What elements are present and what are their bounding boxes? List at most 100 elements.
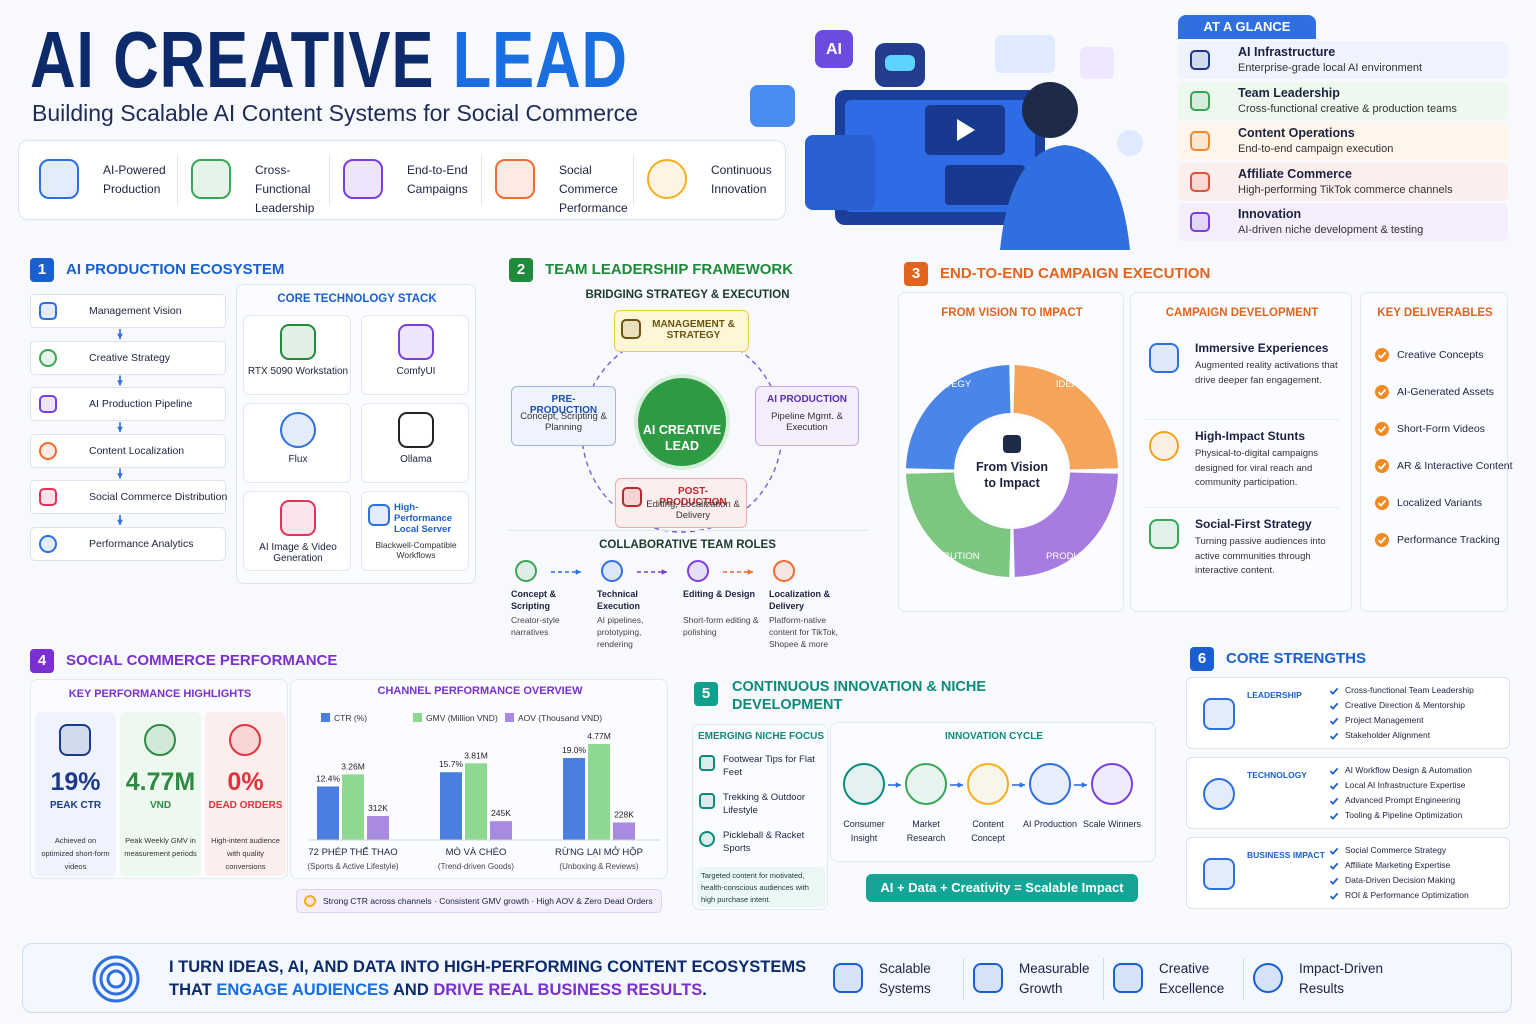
- value-label: 228K: [614, 809, 634, 819]
- step-label: Content Localization: [89, 444, 185, 457]
- section-core-strengths: 6 CORE STRENGTHS LEADERSHIP Cross-functiona…: [1178, 637, 1518, 928]
- section-team-leadership: 2 TEAM LEADERSHIP FRAMEWORK BRIDGING STRAT…: [497, 248, 878, 662]
- check-mark: [1377, 351, 1387, 359]
- side-screen: [805, 135, 875, 210]
- roles-title: COLLABORATIVE TEAM ROLES: [599, 539, 776, 551]
- check-icon: [1375, 459, 1389, 473]
- icon: [39, 348, 57, 367]
- icon: [39, 488, 57, 506]
- section-number: 3: [904, 262, 928, 286]
- cycle-label: DISTRIBUTION: [913, 551, 980, 562]
- icon: [495, 159, 535, 199]
- role-desc: Creator-style narratives: [511, 615, 560, 637]
- bar-panel: [945, 165, 1025, 205]
- check-mark: [1329, 702, 1339, 710]
- center-label: AI CREATIVE LEAD: [642, 423, 722, 453]
- pillar-label: AI-Powered Production: [103, 163, 166, 196]
- cycle-label: STRATEGY: [921, 379, 972, 390]
- check-circle: [1375, 533, 1389, 547]
- arrow: [723, 569, 753, 575]
- check-icon: [1329, 862, 1339, 870]
- cycle-label: PRODUCTION: [1046, 551, 1110, 562]
- panel: CHANNEL PERFORMANCE OVERVIEW CTR (%) 12.4%…: [290, 679, 668, 879]
- role-desc: Platform-native content for TikTok, Shop…: [769, 615, 838, 649]
- arrow-head: [661, 569, 667, 575]
- divider: [507, 530, 868, 531]
- niche-item: Pickleball & Racket Sports: [723, 830, 805, 854]
- check-icon: [1329, 687, 1339, 695]
- stack-name: AI Image & Video Generation: [259, 542, 337, 564]
- icon: [1253, 963, 1283, 993]
- icon: [39, 441, 57, 460]
- dev-desc: Physical-to-digital campaigns designed f…: [1195, 448, 1319, 488]
- leader-node: MANAGEMENT & STRATEGY: [614, 310, 749, 352]
- section-number: 2: [509, 258, 533, 282]
- title-highlight: LEAD: [452, 15, 628, 104]
- node-desc: Pipeline Mgmt. & Execution: [771, 411, 843, 433]
- icon: [39, 395, 57, 413]
- strength-item: Cross-functional Team Leadership: [1345, 685, 1474, 695]
- formula-pill: AI + Data + Creativity = Scalable Impact: [866, 874, 1138, 902]
- role-desc: Short-form editing & polishing: [683, 615, 759, 637]
- check-mark: [1329, 877, 1339, 885]
- glance-desc: Enterprise-grade local AI environment: [1238, 62, 1423, 74]
- strength-item: Creative Direction & Mentorship: [1345, 700, 1465, 710]
- glance-row: Content Operations End-to-end campaign ex…: [1178, 122, 1508, 160]
- image-card: [995, 35, 1055, 73]
- node-title: POST-PRODUCTION: [659, 486, 727, 508]
- step-label: Management Vision: [89, 305, 182, 317]
- check-mark: [1377, 536, 1387, 544]
- strength-group: BUSINESS IMPACT Social Commerce Strategy A…: [1186, 837, 1510, 909]
- step-card: Creative Strategy: [30, 340, 226, 375]
- statement: I TURN IDEAS, AI, AND DATA INTO HIGH-PER…: [169, 956, 819, 1002]
- group-name: TECHNOLOGY: [1247, 770, 1307, 780]
- divider: [1143, 419, 1341, 420]
- cycle-step: [967, 763, 1009, 805]
- panel-title: FROM VISION TO IMPACT: [941, 307, 1083, 319]
- robot-eyes: [885, 55, 915, 71]
- section-innovation: 5 CONTINUOUS INNOVATION & NICHE DEVELOPME…: [686, 672, 1166, 915]
- dev-title: Immersive Experiences: [1195, 341, 1329, 355]
- panel-title: EMERGING NICHE FOCUS: [697, 731, 825, 742]
- highlight-label: PEAK CTR: [49, 800, 102, 811]
- icon: [39, 302, 57, 320]
- arrow: [1012, 782, 1025, 788]
- statement-part: I TURN IDEAS, AI, AND DATA INTO HIGH-PER…: [169, 958, 807, 999]
- person-head: [1022, 82, 1078, 138]
- role-title: Localization & Delivery: [769, 589, 831, 611]
- icon: [304, 895, 316, 907]
- leader-node: PRE-PRODUCTION Concept, Scripting & Plann…: [511, 386, 616, 446]
- trophy-icon: [1003, 435, 1021, 453]
- icon: [39, 534, 57, 553]
- arrow-head: [117, 426, 123, 432]
- role-title: Technical Execution: [597, 589, 641, 611]
- step-card: AI Production Pipeline: [30, 387, 226, 421]
- cycle-donut: STRATEGY IDEATION PRODUCTION DISTRIBUTION: [906, 365, 1118, 577]
- check-icon: [1329, 732, 1339, 740]
- check-icon: [1375, 533, 1389, 547]
- strength-item: AI Workflow Design & Automation: [1345, 765, 1472, 775]
- cycle-step: [905, 763, 947, 805]
- value-label: 19.0%: [562, 745, 587, 755]
- role-title: Concept & Scripting: [511, 589, 556, 611]
- icon: [59, 724, 91, 756]
- check-icon: [1375, 422, 1389, 436]
- step-label: Performance Analytics: [89, 537, 194, 550]
- arrow-head: [957, 782, 963, 788]
- bar: [317, 786, 339, 840]
- check-mark: [1329, 847, 1339, 855]
- cycle-segment: [1013, 472, 1118, 577]
- arrow: [888, 782, 901, 788]
- pillar-divider: [329, 155, 330, 205]
- section-title: TEAM LEADERSHIP FRAMEWORK: [545, 261, 794, 278]
- icon: [1149, 519, 1179, 549]
- badge-divider: [963, 958, 964, 1000]
- arrow: [637, 569, 667, 575]
- cycle-segment: [906, 472, 1011, 577]
- check-icon: [1375, 348, 1389, 362]
- category-note: (Sports & Active Lifestyle): [307, 862, 398, 871]
- check-icon: [1329, 782, 1339, 790]
- section-title: CONTINUOUS INNOVATION & NICHE DEVELOPMEN…: [732, 679, 987, 713]
- cycle-segment: [906, 365, 1011, 470]
- stack-tile: RTX 5090 Workstation: [243, 315, 351, 395]
